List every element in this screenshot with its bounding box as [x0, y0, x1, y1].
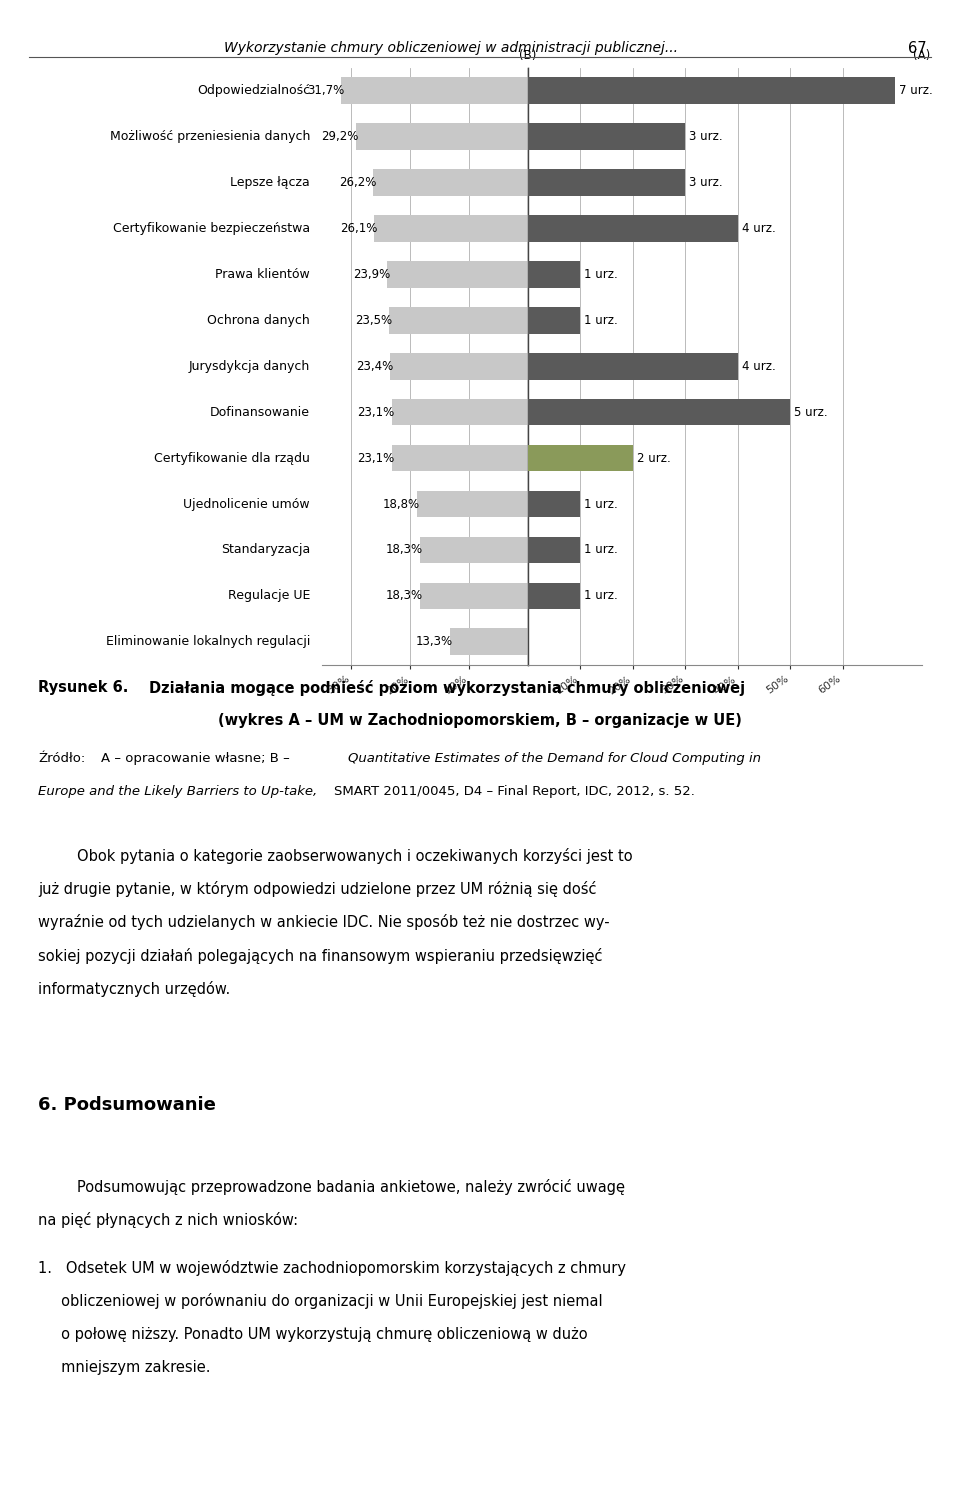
Bar — [374, 215, 528, 242]
Bar — [528, 445, 633, 471]
Text: 13,3%: 13,3% — [416, 635, 452, 648]
Text: 18,8%: 18,8% — [383, 498, 420, 510]
Text: 23,5%: 23,5% — [355, 314, 393, 326]
Text: Podsumowując przeprowadzone badania ankietowe, należy zwrócić uwagę: Podsumowując przeprowadzone badania anki… — [77, 1179, 625, 1196]
Bar — [420, 537, 528, 564]
Text: (A): (A) — [913, 50, 930, 62]
Text: 26,2%: 26,2% — [339, 176, 376, 190]
Bar — [390, 353, 528, 379]
Text: 4 urz.: 4 urz. — [741, 223, 776, 235]
Bar — [356, 123, 528, 150]
Bar — [528, 77, 896, 104]
Text: Możliwość przeniesienia danych: Możliwość przeniesienia danych — [109, 129, 310, 143]
Text: Standaryzacja: Standaryzacja — [221, 543, 310, 556]
Text: 2 urz.: 2 urz. — [636, 451, 670, 465]
Text: 5 urz.: 5 urz. — [794, 406, 828, 418]
Text: 3 urz.: 3 urz. — [689, 129, 723, 143]
Bar — [449, 629, 528, 656]
Bar — [528, 307, 581, 334]
Text: 23,9%: 23,9% — [352, 268, 390, 281]
Bar — [387, 262, 528, 287]
Bar — [392, 445, 528, 471]
Text: Źródło:: Źródło: — [38, 752, 85, 766]
Text: Europe and the Likely Barriers to Up-take,: Europe and the Likely Barriers to Up-tak… — [38, 785, 318, 799]
Bar — [390, 307, 528, 334]
Text: Jurysdykcja danych: Jurysdykcja danych — [189, 359, 310, 373]
Text: (wykres A – UM w Zachodniopomorskiem, B – organizacje w UE): (wykres A – UM w Zachodniopomorskiem, B … — [218, 713, 742, 728]
Bar — [373, 168, 528, 196]
Text: 4 urz.: 4 urz. — [741, 359, 776, 373]
Text: SMART 2011/0045, D4 – Final Report, IDC, 2012, s. 52.: SMART 2011/0045, D4 – Final Report, IDC,… — [334, 785, 695, 799]
Text: Wykorzystanie chmury obliczeniowej w administracji publicznej...: Wykorzystanie chmury obliczeniowej w adm… — [225, 41, 678, 56]
Text: Eliminowanie lokalnych regulacji: Eliminowanie lokalnych regulacji — [106, 635, 310, 648]
Text: mniejszym zakresie.: mniejszym zakresie. — [38, 1360, 211, 1375]
Text: 29,2%: 29,2% — [322, 129, 359, 143]
Text: Ochrona danych: Ochrona danych — [207, 314, 310, 326]
Bar — [528, 215, 738, 242]
Text: 23,4%: 23,4% — [356, 359, 393, 373]
Text: 1 urz.: 1 urz. — [584, 314, 618, 326]
Text: 67: 67 — [908, 41, 926, 56]
Bar — [528, 537, 581, 564]
Text: Działania mogące podnieść poziom wykorzystania chmury obliczeniowej: Działania mogące podnieść poziom wykorzy… — [149, 680, 745, 696]
Text: o połowę niższy. Ponadto UM wykorzystują chmurę obliczeniową w dużo: o połowę niższy. Ponadto UM wykorzystują… — [38, 1327, 588, 1342]
Text: informatycznych urzędów.: informatycznych urzędów. — [38, 981, 230, 997]
Bar — [528, 262, 581, 287]
Text: Quantitative Estimates of the Demand for Cloud Computing in: Quantitative Estimates of the Demand for… — [348, 752, 760, 766]
Text: 1 urz.: 1 urz. — [584, 268, 618, 281]
Text: Odpowiedzialność: Odpowiedzialność — [197, 84, 310, 98]
Bar — [528, 353, 738, 379]
Text: sokiej pozycji działań polegających na finansowym wspieraniu przedsięwzięć: sokiej pozycji działań polegających na f… — [38, 948, 603, 964]
Bar — [392, 399, 528, 426]
Text: Prawa klientów: Prawa klientów — [215, 268, 310, 281]
Text: 31,7%: 31,7% — [307, 84, 344, 98]
Text: Lepsze łącza: Lepsze łącza — [230, 176, 310, 190]
Text: 26,1%: 26,1% — [340, 223, 377, 235]
Text: już drugie pytanie, w którym odpowiedzi udzielone przez UM różnią się dość: już drugie pytanie, w którym odpowiedzi … — [38, 881, 597, 898]
Text: Certyfikowanie bezpieczeństwa: Certyfikowanie bezpieczeństwa — [113, 223, 310, 235]
Text: 1 urz.: 1 urz. — [584, 543, 618, 556]
Text: Certyfikowanie dla rządu: Certyfikowanie dla rządu — [155, 451, 310, 465]
Bar — [528, 168, 685, 196]
Text: 18,3%: 18,3% — [386, 590, 423, 603]
Text: Obok pytania o kategorie zaobserwowanych i oczekiwanych korzyści jest to: Obok pytania o kategorie zaobserwowanych… — [77, 848, 633, 865]
Bar — [528, 123, 685, 150]
Text: 23,1%: 23,1% — [357, 406, 395, 418]
Text: wyraźnie od tych udzielanych w ankiecie IDC. Nie sposób też nie dostrzec wy-: wyraźnie od tych udzielanych w ankiecie … — [38, 914, 610, 931]
Bar — [528, 399, 790, 426]
Text: Ujednolicenie umów: Ujednolicenie umów — [183, 498, 310, 510]
Text: obliczeniowej w porównaniu do organizacji w Unii Europejskiej jest niemal: obliczeniowej w porównaniu do organizacj… — [38, 1293, 603, 1310]
Text: 6. Podsumowanie: 6. Podsumowanie — [38, 1096, 216, 1114]
Text: Regulacje UE: Regulacje UE — [228, 590, 310, 603]
Bar — [528, 582, 581, 609]
Bar — [341, 77, 528, 104]
Text: 23,1%: 23,1% — [357, 451, 395, 465]
Bar — [420, 582, 528, 609]
Text: 7 urz.: 7 urz. — [899, 84, 933, 98]
Text: 1 urz.: 1 urz. — [584, 590, 618, 603]
Text: 1.   Odsetek UM w województwie zachodniopomorskim korzystających z chmury: 1. Odsetek UM w województwie zachodniopo… — [38, 1260, 626, 1277]
Text: Rysunek 6.: Rysunek 6. — [38, 680, 129, 695]
Text: 1 urz.: 1 urz. — [584, 498, 618, 510]
Bar — [418, 490, 528, 517]
Bar — [528, 490, 581, 517]
Text: A – opracowanie własne; B –: A – opracowanie własne; B – — [101, 752, 290, 766]
Text: Dofinansowanie: Dofinansowanie — [210, 406, 310, 418]
Text: 3 urz.: 3 urz. — [689, 176, 723, 190]
Text: na pięć płynących z nich wniosków:: na pięć płynących z nich wniosków: — [38, 1212, 299, 1229]
Text: 18,3%: 18,3% — [386, 543, 423, 556]
Text: (B): (B) — [519, 50, 537, 62]
